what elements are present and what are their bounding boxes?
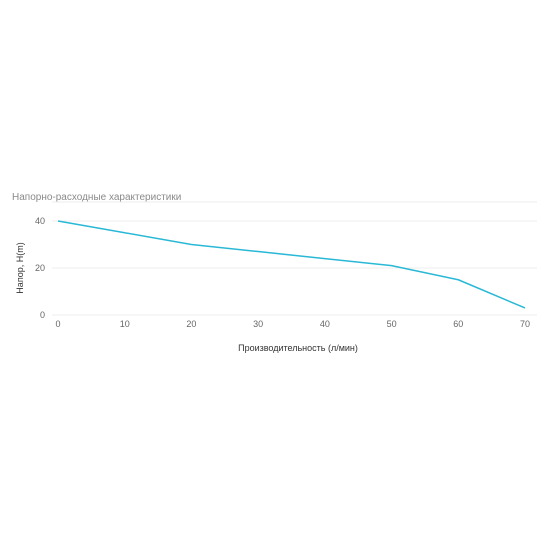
x-tick-label: 10 bbox=[120, 319, 130, 329]
x-tick-label: 50 bbox=[387, 319, 397, 329]
series-layer bbox=[57, 220, 526, 309]
y-tick-label: 20 bbox=[35, 263, 45, 273]
x-tick-label: 0 bbox=[55, 319, 60, 329]
y-axis-ticks: 0 20 40 bbox=[35, 216, 45, 320]
x-tick-label: 30 bbox=[253, 319, 263, 329]
y-axis-label: Напор, H(m) bbox=[15, 242, 25, 293]
chart-title: Напорно-расходные характеристики bbox=[12, 192, 181, 203]
series-line bbox=[57, 220, 526, 309]
y-tick-label: 0 bbox=[40, 310, 45, 320]
x-axis-label: Производительность (л/мин) bbox=[238, 343, 358, 353]
x-tick-label: 70 bbox=[520, 319, 530, 329]
x-tick-label: 40 bbox=[320, 319, 330, 329]
y-tick-label: 40 bbox=[35, 216, 45, 226]
grid bbox=[52, 201, 537, 316]
x-tick-label: 60 bbox=[453, 319, 463, 329]
x-axis-ticks: 0 10 20 30 40 50 60 70 bbox=[55, 319, 530, 329]
x-tick-label: 20 bbox=[186, 319, 196, 329]
